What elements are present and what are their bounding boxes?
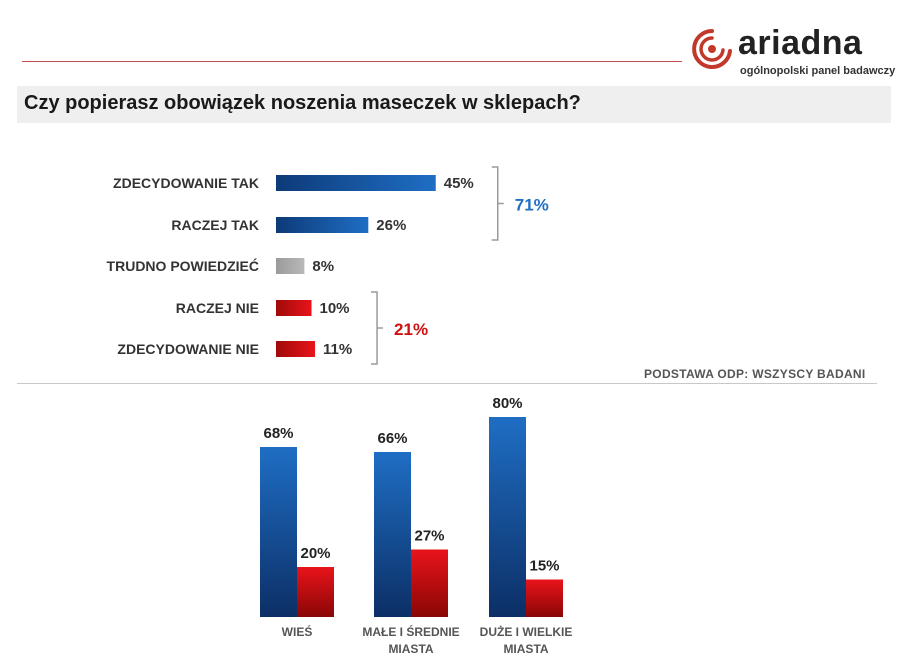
vertical-bar-chart: 68% 20% WIEŚ 66% 27% MAŁE I ŚREDNIE MIASTA 80% 1… (260, 395, 573, 656)
bar (526, 579, 563, 617)
category-label: WIEŚ (282, 624, 313, 639)
base-footnote: PODSTAWA ODP: WSZYSCY BADANI (644, 367, 866, 381)
category-label: MAŁE I ŚREDNIE (362, 624, 459, 639)
brand-tagline: ogólnopolski panel badawczy (740, 65, 896, 77)
ariadna-logo-icon (692, 29, 732, 69)
horizontal-bar-chart: ZDECYDOWANIE TAK 45% RACZEJ TAK 26% TRUDNO P… (107, 166, 549, 365)
chart-title: Czy popierasz obowiązek noszenia masecze… (24, 92, 581, 114)
group-total-label: 21% (394, 320, 428, 339)
category-label: MIASTA (503, 642, 548, 656)
category-label: DUŻE I WIELKIE (480, 624, 573, 639)
category-label: ZDECYDOWANIE TAK (113, 175, 259, 191)
category-label: TRUDNO POWIEDZIEĆ (107, 257, 259, 274)
bar (297, 567, 334, 617)
category-label: MIASTA (388, 642, 433, 656)
bar (276, 258, 305, 274)
title-bar (17, 86, 891, 123)
data-label: 80% (492, 395, 522, 412)
data-label: 8% (312, 258, 334, 275)
data-label: 10% (320, 300, 350, 317)
data-label: 26% (376, 217, 406, 234)
group-total-label: 71% (515, 196, 549, 215)
section-divider (17, 383, 877, 384)
brand-name: ariadna (738, 24, 863, 62)
bar (276, 341, 316, 357)
data-label: 45% (444, 175, 474, 192)
bar (260, 447, 297, 617)
data-label: 20% (300, 545, 330, 562)
bar (276, 300, 312, 316)
bar (374, 452, 411, 617)
bar (411, 549, 448, 617)
header-divider (22, 61, 682, 62)
bar (276, 217, 369, 233)
group-bracket (491, 166, 499, 241)
category-label: RACZEJ TAK (171, 217, 259, 233)
category-label: ZDECYDOWANIE NIE (117, 341, 259, 357)
bar (276, 175, 436, 191)
data-label: 27% (414, 528, 444, 545)
data-label: 15% (529, 558, 559, 575)
data-label: 11% (323, 341, 352, 358)
data-label: 66% (377, 430, 407, 447)
data-label: 68% (263, 425, 293, 442)
bar (489, 417, 526, 617)
category-label: RACZEJ NIE (176, 300, 259, 316)
group-bracket (371, 291, 378, 365)
